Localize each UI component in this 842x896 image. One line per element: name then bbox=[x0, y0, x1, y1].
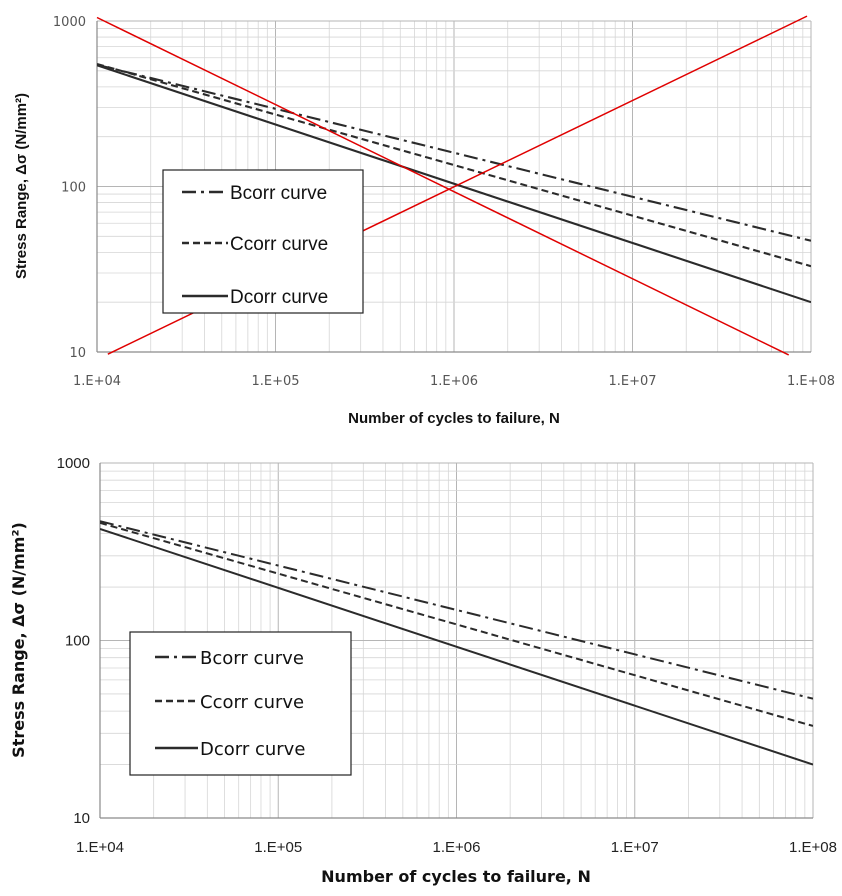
legend-label: Bcorr curve bbox=[200, 648, 304, 669]
red-cross-line bbox=[96, 16, 790, 356]
x-tick-label: 1.E+05 bbox=[254, 839, 302, 856]
x-tick-label: 1.E+08 bbox=[787, 374, 835, 389]
x-axis-label: Number of cycles to failure, N bbox=[348, 410, 560, 427]
legend-label: Dcorr curve bbox=[230, 287, 328, 308]
y-tick-label: 1000 bbox=[53, 15, 86, 30]
x-tick-label: 1.E+05 bbox=[251, 374, 299, 389]
y-axis-label: Stress Range, Δσ (N/mm²) bbox=[9, 522, 28, 758]
x-tick-label: 1.E+06 bbox=[433, 839, 481, 856]
legend-label: Bcorr curve bbox=[230, 183, 327, 204]
y-axis-label: Stress Range, Δσ (N/mm²) bbox=[13, 93, 30, 279]
x-tick-label: 1.E+06 bbox=[430, 374, 478, 389]
x-axis-label: Number of cycles to failure, N bbox=[321, 867, 591, 886]
legend: Bcorr curve Ccorr curve Dcorr curve bbox=[162, 169, 364, 314]
x-tick-label: 1.E+08 bbox=[789, 839, 837, 856]
chart-1: 1.E+04 1.E+05 1.E+06 1.E+07 1.E+08 10 100 1000 B… bbox=[13, 15, 835, 427]
series-group bbox=[100, 520, 813, 766]
y-tick-label: 10 bbox=[73, 810, 90, 827]
series-group bbox=[97, 62, 811, 304]
legend: Bcorr curve Ccorr curve Dcorr curve bbox=[129, 631, 352, 776]
chart-2: 1.E+04 1.E+05 1.E+06 1.E+07 1.E+08 10 100 1000 B… bbox=[9, 455, 837, 886]
y-tick-label: 1000 bbox=[57, 455, 90, 472]
y-tick-label: 100 bbox=[65, 633, 90, 650]
legend-label: Ccorr curve bbox=[200, 692, 304, 713]
x-tick-label: 1.E+04 bbox=[76, 839, 124, 856]
series-line-ccorr bbox=[97, 62, 811, 268]
legend-label: Ccorr curve bbox=[230, 234, 328, 255]
x-tick-label: 1.E+07 bbox=[608, 374, 656, 389]
legend-box bbox=[162, 169, 364, 314]
y-tick-label: 100 bbox=[61, 181, 86, 196]
legend-label: Dcorr curve bbox=[200, 739, 305, 760]
series-line-dcorr bbox=[97, 64, 811, 304]
x-tick-label: 1.E+04 bbox=[73, 374, 121, 389]
series-line-ccorr bbox=[100, 521, 813, 727]
x-tick-label: 1.E+07 bbox=[611, 839, 659, 856]
series-line-dcorr bbox=[100, 528, 813, 766]
y-tick-label: 10 bbox=[69, 346, 86, 361]
